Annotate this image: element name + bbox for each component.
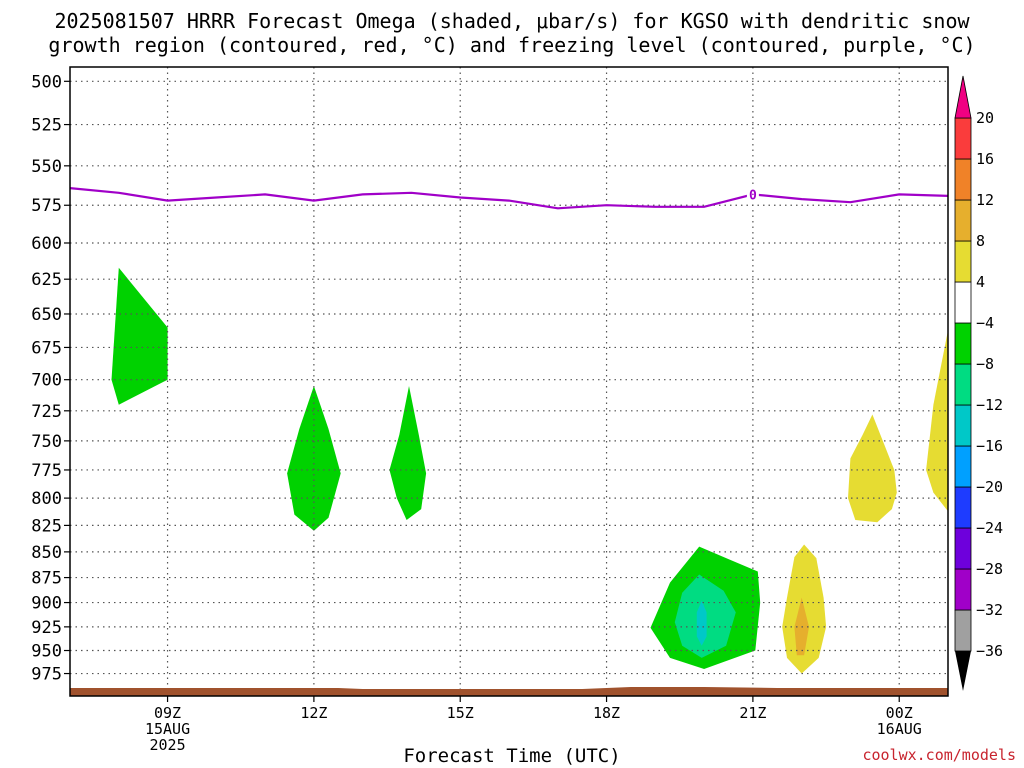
colorbar-label: 4	[976, 273, 985, 291]
y-tick-label: 950	[31, 642, 62, 662]
omega-region	[696, 600, 707, 646]
x-tick-label: 15AUG	[145, 720, 190, 738]
y-tick-label: 600	[31, 234, 62, 254]
freezing-level-group: 0	[69, 186, 949, 210]
colorbar: 20 16 12 8 4 −4 −8 −12 −16 −20 −24 −28 −32 −36	[954, 75, 1003, 691]
y-tick-label: 650	[31, 305, 62, 325]
colorbar-segment	[954, 445, 972, 488]
freezing-level-line	[69, 187, 949, 210]
y-axis: 500 525 550 575 600 625 650 675 700 725 750 775 800 8…	[31, 72, 70, 685]
colorbar-segment	[954, 199, 972, 242]
x-tick-label: 15Z	[447, 704, 474, 722]
y-tick-label: 925	[31, 618, 62, 638]
y-tick-label: 725	[31, 402, 62, 422]
colorbar-segment	[954, 527, 972, 570]
colorbar-label: −8	[976, 355, 994, 373]
colorbar-segment	[954, 240, 972, 283]
chart-title-line-1: 2025081507 HRRR Forecast Omega (shaded, …	[54, 9, 970, 33]
terrain-band	[70, 687, 948, 696]
y-tick-label: 575	[31, 196, 62, 216]
y-tick-label: 550	[31, 157, 62, 177]
terrain-group	[70, 687, 948, 696]
omega-region	[926, 330, 948, 512]
colorbar-segment	[954, 609, 972, 652]
colorbar-label: −20	[976, 478, 1003, 496]
y-tick-label: 975	[31, 665, 62, 685]
colorbar-label: −16	[976, 437, 1003, 455]
colorbar-segment	[954, 117, 972, 160]
y-tick-label: 825	[31, 516, 62, 536]
x-tick-label: 21Z	[739, 704, 766, 722]
y-tick-label: 800	[31, 489, 62, 509]
colorbar-label: −36	[976, 642, 1003, 660]
colorbar-segment	[954, 404, 972, 447]
omega-region	[389, 386, 427, 520]
y-tick-label: 700	[31, 371, 62, 391]
colorbar-under-triangle	[955, 651, 971, 691]
colorbar-segment	[954, 363, 972, 406]
freezing-level-label: 0	[749, 188, 757, 203]
freezing-level-label-bg	[746, 186, 759, 203]
colorbar-label: 8	[976, 232, 985, 250]
y-tick-label: 500	[31, 72, 62, 92]
colorbar-label: 12	[976, 191, 994, 209]
x-tick-label: 09Z	[154, 704, 181, 722]
y-tick-label: 775	[31, 461, 62, 481]
colorbar-label: 16	[976, 150, 994, 168]
colorbar-label: 20	[976, 109, 994, 127]
x-tick-label: 16AUG	[877, 720, 922, 738]
colorbar-label: −24	[976, 519, 1003, 537]
x-tick-label: 12Z	[300, 704, 327, 722]
y-tick-label: 850	[31, 543, 62, 563]
y-tick-label: 900	[31, 594, 62, 614]
x-tick-label: 2025	[149, 736, 185, 754]
colorbar-segment	[954, 281, 972, 324]
omega-region	[848, 414, 897, 523]
x-axis-label: Forecast Time (UTC)	[403, 745, 621, 767]
y-tick-label: 750	[31, 432, 62, 452]
y-tick-label: 675	[31, 338, 62, 358]
colorbar-label: −4	[976, 314, 994, 332]
omega-region	[111, 267, 168, 405]
x-tick-label: 18Z	[593, 704, 620, 722]
colorbar-label: −32	[976, 601, 1003, 619]
plot-frame	[69, 66, 949, 697]
colorbar-segment	[954, 322, 972, 365]
colorbar-segment	[954, 486, 972, 529]
colorbar-segment	[954, 158, 972, 201]
credit-text: coolwx.com/models	[862, 746, 1016, 764]
y-tick-label: 525	[31, 116, 62, 136]
colorbar-label: −12	[976, 396, 1003, 414]
grid-lines	[70, 67, 948, 696]
chart-title-line-2: growth region (contoured, red, °C) and f…	[48, 33, 976, 57]
colorbar-segment	[954, 568, 972, 611]
x-tick-label: 00Z	[886, 704, 913, 722]
y-tick-label: 625	[31, 270, 62, 290]
y-tick-label: 875	[31, 569, 62, 589]
colorbar-label: −28	[976, 560, 1003, 578]
colorbar-over-triangle	[954, 75, 972, 119]
omega-regions	[111, 267, 948, 674]
